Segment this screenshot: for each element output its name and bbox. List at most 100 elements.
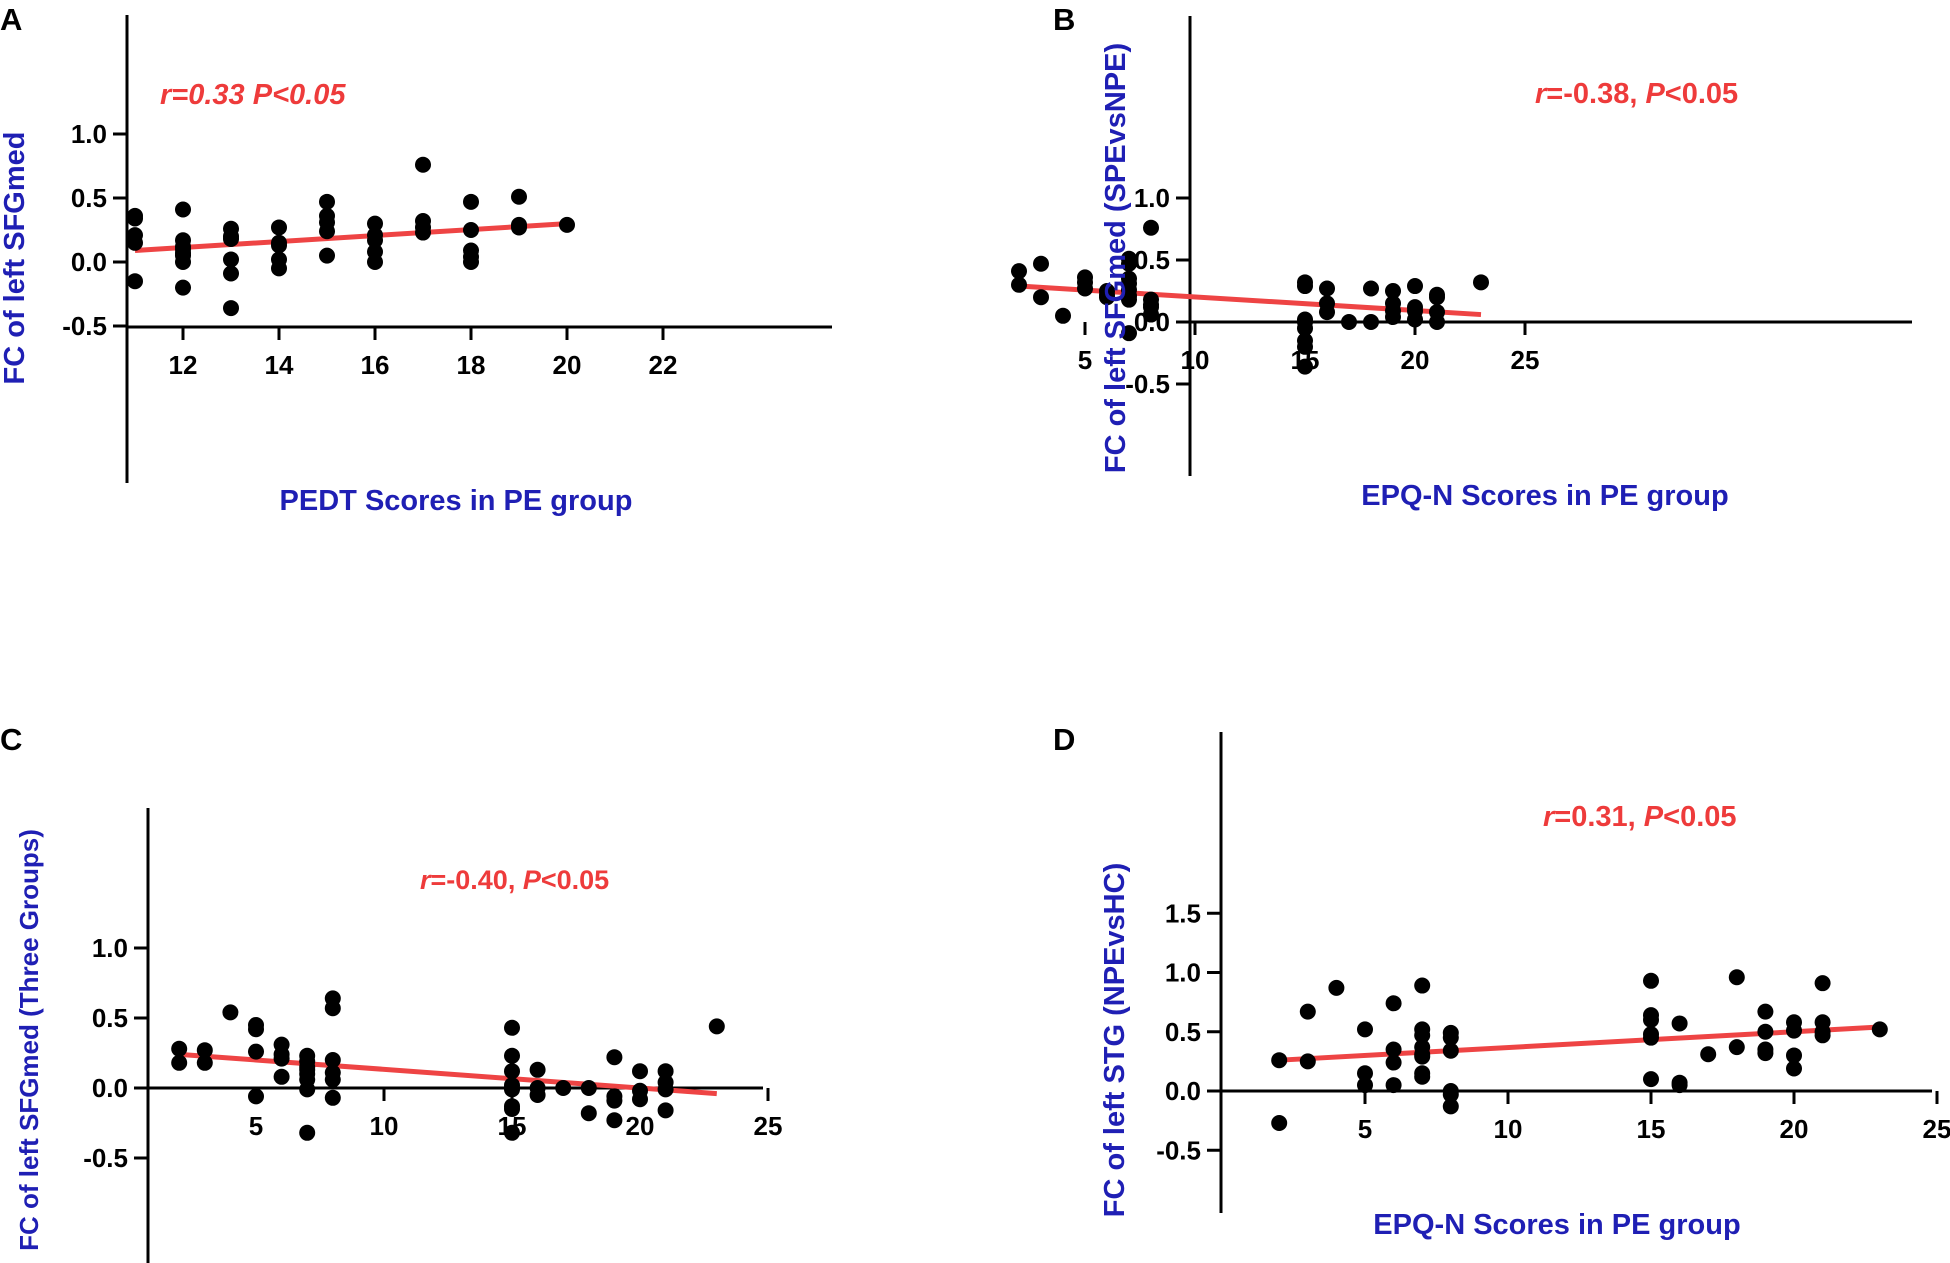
panel-b-point (1121, 325, 1137, 342)
panel-d-point (1414, 1027, 1431, 1044)
panel-b-point (1429, 289, 1445, 306)
panel-b-fit-line (1018, 283, 1482, 318)
panel-b-point (1429, 314, 1445, 330)
panel-d-point (1385, 995, 1402, 1012)
panel-d-point (1643, 1011, 1659, 1028)
panel-a-p-value: P<0.05 (253, 79, 347, 111)
panel-b-y-tick-label: 1.0 (1134, 183, 1170, 213)
panel-a-y-label: FC of left SFGmed (0, 132, 31, 385)
panel-a-point (223, 300, 239, 317)
panel-b-y-tick-label: -0.5 (1125, 369, 1170, 399)
panel-d-point (1357, 1077, 1373, 1094)
panel-b-point (1319, 304, 1335, 321)
panel-c-x-tick-label: 5 (249, 1111, 263, 1141)
panel-b-r-letter: r (1535, 78, 1548, 110)
panel-b-letter: B (1053, 2, 1075, 37)
panel-c-p-letter: P (523, 865, 542, 895)
panel-b-point (1099, 289, 1115, 306)
panel-c-point (529, 1087, 546, 1103)
panel-a-x-tick-label: 14 (265, 350, 294, 380)
panel-d-x-tick-label: 20 (1780, 1114, 1809, 1144)
panel-d-y-tick-label: 0.5 (1165, 1017, 1201, 1047)
panel-a-y-tick-label: -0.5 (62, 311, 107, 341)
panel-b-point (1143, 219, 1159, 236)
panel-a-point (319, 223, 335, 240)
panel-c-point (504, 1124, 520, 1141)
panel-b-point (1121, 255, 1137, 272)
panel-c-point (632, 1091, 648, 1108)
panel-c-point (657, 1063, 674, 1080)
panel-a-x-tick-label: 12 (169, 350, 198, 380)
panel-a-y-tick-label: 1.0 (71, 119, 107, 149)
panel-d-y-tick-label: -0.5 (1156, 1135, 1201, 1165)
panel-c-point (504, 1063, 520, 1080)
panel-a-fit-line (134, 221, 568, 253)
panel-d-fit-line (1279, 1024, 1880, 1063)
panel-d-point (1299, 1003, 1316, 1020)
panel-a-point (463, 222, 479, 238)
panel-b-p-value: <0.05 (1665, 78, 1738, 110)
panel-c-point (606, 1049, 623, 1066)
panel-b-point (1033, 289, 1049, 306)
panel-b-point (1385, 283, 1401, 299)
panel-c-r-letter: r (420, 865, 432, 895)
panel-a-point (367, 232, 383, 249)
panel-c-point (580, 1080, 597, 1096)
panel-c-point (196, 1054, 213, 1071)
panel-d-point (1643, 1029, 1659, 1046)
panel-d-point (1786, 1022, 1802, 1039)
panel-b-y-tick-label: 0.5 (1134, 245, 1170, 275)
panel-b-r-value: =-0.38, (1546, 78, 1645, 110)
panel-a-annotation-gap (245, 79, 253, 111)
panel-d-x-tick-label: 15 (1637, 1114, 1666, 1144)
panel-b-x-label: EPQ-N Scores in PE group (1361, 480, 1728, 512)
panel-c-point (504, 1101, 520, 1117)
panel-c-y-label: FC of left SFGmed (Three Groups) (14, 829, 44, 1251)
panel-d-r-letter: r (1543, 801, 1556, 833)
panel-c-point (324, 1000, 341, 1017)
panel-b-point (1297, 278, 1313, 295)
panel-a-point (223, 251, 239, 268)
panel-c-x-tick-label: 10 (370, 1111, 399, 1141)
panel-a-point (271, 219, 287, 236)
panel-d-p-value: <0.05 (1663, 801, 1736, 833)
panel-b-point (1363, 280, 1379, 297)
panel-a-x-tick-label: 20 (553, 350, 582, 380)
panel-c-point (299, 1081, 316, 1098)
panel-d-y-tick-label: 1.5 (1165, 898, 1201, 928)
panel-d-point (1728, 1039, 1745, 1056)
panel-c-point (632, 1063, 648, 1080)
panel-b-x-tick-label: 10 (1181, 345, 1210, 375)
panel-c-point (708, 1018, 725, 1035)
panel-a-point (319, 247, 335, 264)
panel-c-x-tick-label: 20 (626, 1111, 655, 1141)
panel-c-point (606, 1112, 623, 1129)
panel-c-point (657, 1081, 674, 1098)
panel-d-point (1271, 1114, 1288, 1131)
panel-d-point (1385, 1054, 1402, 1071)
panel-a-point (271, 260, 287, 277)
panel-c-x-tick-label: 25 (754, 1111, 783, 1141)
panel-a: A-0.50.00.51.012 14 16 18 20 22r=0.33 P<0.05P… (0, 2, 832, 517)
panel-c-point (222, 1004, 239, 1021)
panel-a-point (559, 216, 575, 233)
panel-b-x-tick-label: 5 (1078, 345, 1092, 375)
panel-b-point (1297, 358, 1313, 375)
panel-c-point (171, 1040, 188, 1057)
panel-a-point (415, 156, 431, 173)
panel-b: B-0.50.00.51.0510152025r=-0.38, P<0.05EP… (1011, 2, 1912, 512)
panel-a-point (175, 254, 191, 270)
panel-b-point (1011, 263, 1027, 280)
panel-a-point (175, 201, 191, 218)
panel-d-p-letter: P (1644, 801, 1664, 833)
panel-d-point (1442, 1086, 1459, 1103)
panel-d-point (1757, 1003, 1774, 1020)
panel-b-point (1297, 338, 1313, 355)
panel-c: C-0.50.00.51.0510152025r=-0.40, P<0.05EP… (0, 722, 782, 1263)
panel-c-r-value: =-0.40, (431, 865, 523, 895)
panel-c-point (273, 1068, 290, 1085)
panel-a-x-tick-label: 16 (361, 350, 390, 380)
panel-b-point (1385, 309, 1401, 326)
panel-a-point (175, 279, 191, 296)
panel-a-point (271, 237, 287, 254)
